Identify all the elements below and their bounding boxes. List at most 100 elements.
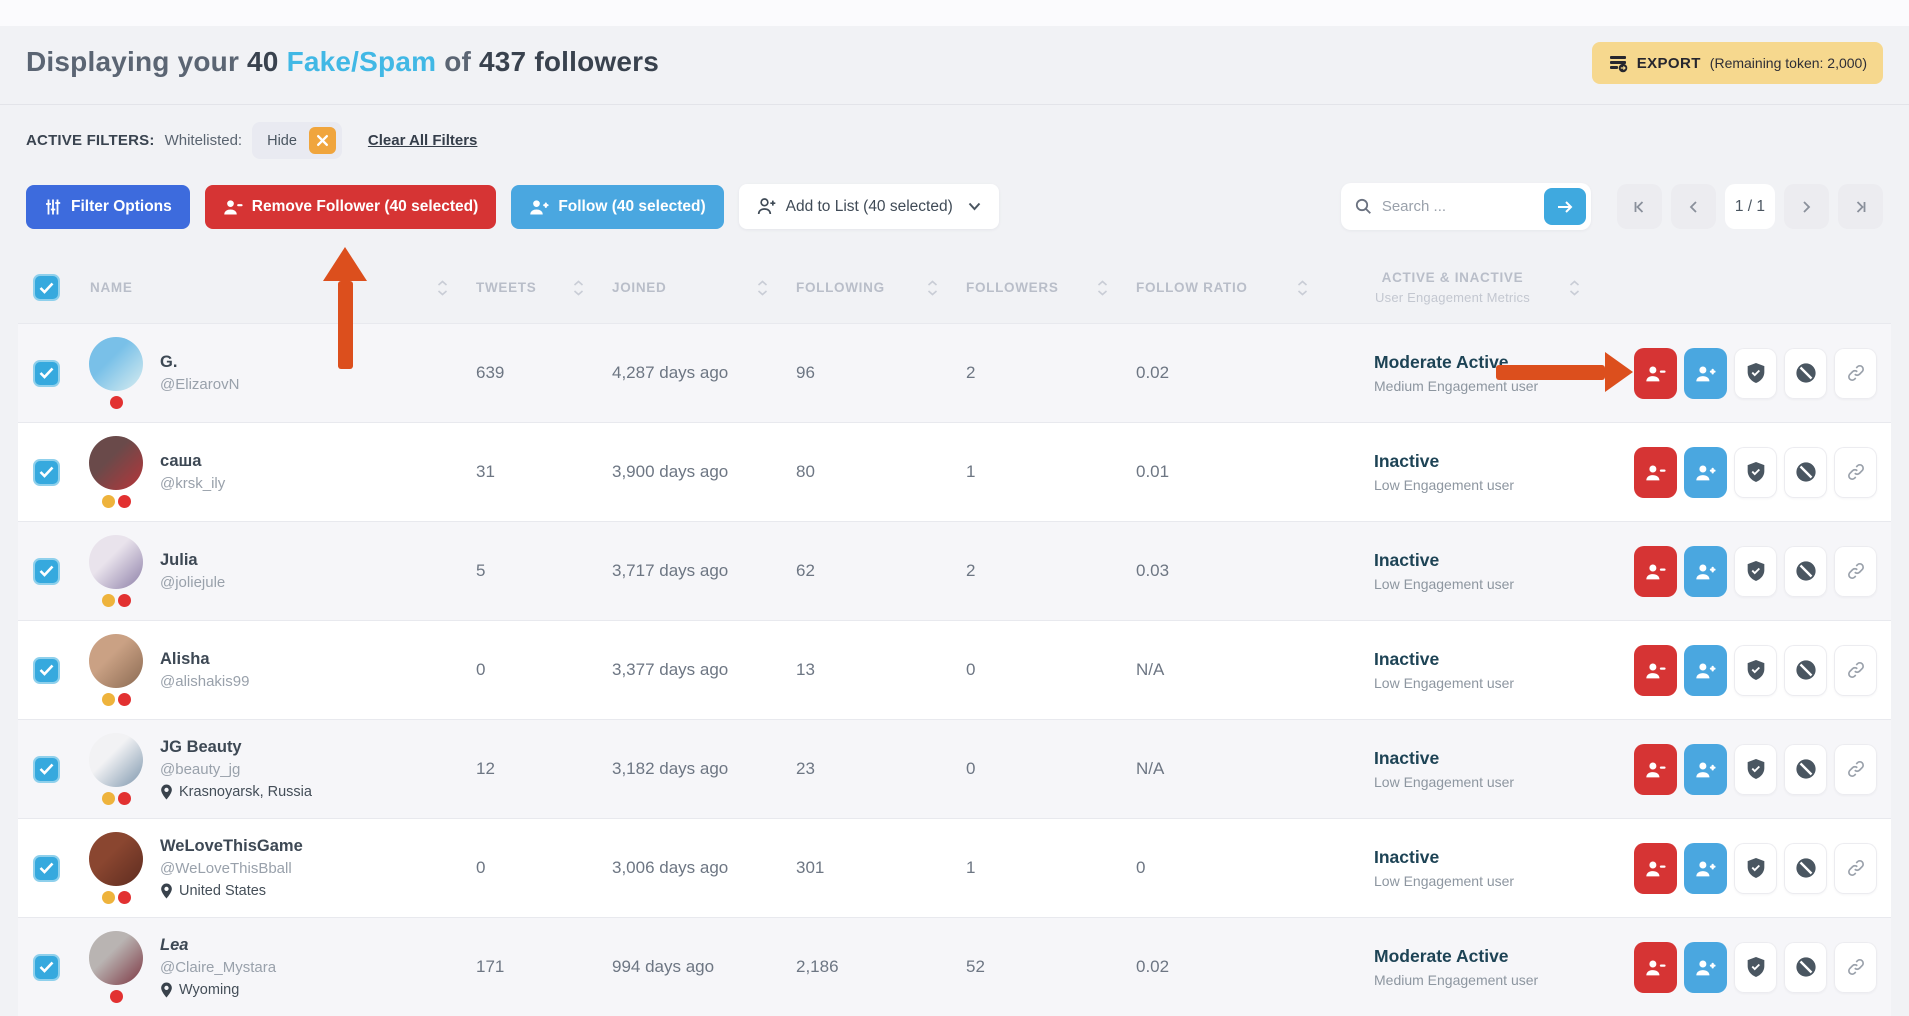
- avatar[interactable]: [89, 535, 143, 589]
- yellow-dot-icon: [101, 594, 115, 607]
- top-strip: [0, 0, 1909, 26]
- whitelist-action-button[interactable]: [1734, 941, 1777, 993]
- user-name[interactable]: JG Beauty: [160, 738, 242, 756]
- user-name[interactable]: Lea: [160, 936, 189, 954]
- remove-follower-action-button[interactable]: [1634, 842, 1677, 894]
- whitelist-action-button[interactable]: [1734, 743, 1777, 795]
- block-action-button[interactable]: [1784, 446, 1827, 498]
- block-action-button[interactable]: [1784, 842, 1827, 894]
- user-name[interactable]: Julia: [160, 551, 198, 569]
- follow-button[interactable]: Follow (40 selected): [511, 184, 724, 229]
- copy-link-action-button[interactable]: [1834, 743, 1877, 795]
- row-checkbox[interactable]: [32, 359, 60, 387]
- avatar[interactable]: [89, 634, 143, 688]
- avatar[interactable]: [89, 436, 143, 490]
- user-handle[interactable]: @ElizarovN: [160, 376, 240, 393]
- row-checkbox[interactable]: [32, 557, 60, 585]
- copy-link-action-button[interactable]: [1834, 842, 1877, 894]
- first-page-button[interactable]: [1616, 184, 1662, 229]
- export-icon: [1608, 53, 1628, 73]
- row-checkbox[interactable]: [32, 656, 60, 684]
- sort-icon[interactable]: [757, 279, 768, 296]
- user-name[interactable]: WeLoveThisGame: [160, 837, 303, 855]
- avatar[interactable]: [89, 832, 143, 886]
- user-handle[interactable]: @WeLoveThisBball: [160, 860, 292, 877]
- follow-action-button[interactable]: [1684, 446, 1727, 498]
- follow-action-button[interactable]: [1684, 743, 1727, 795]
- follow-action-button[interactable]: [1684, 644, 1727, 696]
- whitelist-action-button[interactable]: [1734, 446, 1777, 498]
- table-row: саша @krsk_ily 31 3,900 days ago 80 1 0.…: [18, 422, 1891, 521]
- copy-link-action-button[interactable]: [1834, 941, 1877, 993]
- user-name[interactable]: саша: [160, 452, 202, 470]
- follow-action-button[interactable]: [1684, 941, 1727, 993]
- user-handle[interactable]: @beauty_jg: [160, 761, 241, 778]
- column-header-joined: JOINED: [594, 279, 778, 296]
- avatar[interactable]: [89, 931, 143, 985]
- sort-icon[interactable]: [437, 279, 448, 296]
- user-name[interactable]: Alisha: [160, 650, 210, 668]
- remove-filter-button[interactable]: [308, 127, 336, 154]
- select-all-checkbox[interactable]: [32, 274, 60, 301]
- avatar[interactable]: [89, 733, 143, 787]
- user-handle[interactable]: @krsk_ily: [160, 475, 226, 492]
- block-action-button[interactable]: [1784, 644, 1827, 696]
- last-page-button[interactable]: [1838, 184, 1883, 229]
- check-icon: [39, 282, 53, 294]
- export-button[interactable]: EXPORT (Remaining token: 2,000): [1591, 42, 1883, 84]
- status-dots: [101, 792, 131, 805]
- sort-icon[interactable]: [1297, 279, 1308, 296]
- row-checkbox[interactable]: [32, 458, 60, 486]
- copy-link-action-button[interactable]: [1834, 644, 1877, 696]
- row-checkbox[interactable]: [32, 854, 60, 882]
- copy-link-action-button[interactable]: [1834, 347, 1877, 399]
- engagement-level: Low Engagement user: [1374, 873, 1515, 889]
- previous-page-button[interactable]: [1670, 184, 1716, 229]
- user-name[interactable]: G.: [160, 353, 178, 371]
- sort-icon[interactable]: [1569, 279, 1580, 296]
- shield-check-icon: [1747, 462, 1764, 482]
- activity-status: Inactive: [1374, 847, 1440, 867]
- add-to-list-button[interactable]: Add to List (40 selected): [738, 184, 999, 229]
- remove-follower-action-button[interactable]: [1634, 941, 1677, 993]
- copy-link-action-button[interactable]: [1834, 446, 1877, 498]
- block-action-button[interactable]: [1784, 743, 1827, 795]
- filter-options-button[interactable]: Filter Options: [26, 184, 190, 229]
- follow-action-button[interactable]: [1684, 545, 1727, 597]
- follow-action-button[interactable]: [1684, 842, 1727, 894]
- search-submit-button[interactable]: [1543, 188, 1586, 225]
- avatar[interactable]: [89, 337, 143, 391]
- yellow-dot-icon: [101, 891, 115, 904]
- whitelist-action-button[interactable]: [1734, 842, 1777, 894]
- block-action-button[interactable]: [1784, 941, 1827, 993]
- user-handle[interactable]: @alishakis99: [160, 673, 250, 690]
- sort-icon[interactable]: [1097, 279, 1108, 296]
- copy-link-action-button[interactable]: [1834, 545, 1877, 597]
- sort-icon[interactable]: [573, 279, 584, 296]
- search-input[interactable]: [1379, 197, 1544, 216]
- whitelist-action-button[interactable]: [1734, 545, 1777, 597]
- row-checkbox[interactable]: [32, 953, 60, 981]
- remove-follower-action-button[interactable]: [1634, 446, 1677, 498]
- user-handle[interactable]: @Claire_Mystara: [160, 959, 277, 976]
- whitelist-action-button[interactable]: [1734, 347, 1777, 399]
- title-connector: of: [444, 46, 472, 77]
- check-icon: [39, 565, 53, 577]
- follow-action-button[interactable]: [1684, 347, 1727, 399]
- clear-all-filters-link[interactable]: Clear All Filters: [367, 132, 478, 149]
- red-dot-icon: [109, 396, 123, 409]
- next-page-button[interactable]: [1784, 184, 1829, 229]
- sort-icon[interactable]: [927, 279, 938, 296]
- remove-follower-action-button[interactable]: [1634, 545, 1677, 597]
- remove-follower-button[interactable]: Remove Follower (40 selected): [204, 184, 497, 229]
- remove-follower-action-button[interactable]: [1634, 644, 1677, 696]
- remove-follower-action-button[interactable]: [1634, 743, 1677, 795]
- row-checkbox[interactable]: [32, 755, 60, 783]
- whitelist-action-button[interactable]: [1734, 644, 1777, 696]
- follow-ratio-value: N/A: [1136, 660, 1165, 679]
- user-handle[interactable]: @joliejule: [160, 574, 226, 591]
- block-action-button[interactable]: [1784, 545, 1827, 597]
- block-action-button[interactable]: [1784, 347, 1827, 399]
- remove-follower-action-button[interactable]: [1634, 347, 1677, 399]
- user-plus-icon: [1696, 366, 1716, 381]
